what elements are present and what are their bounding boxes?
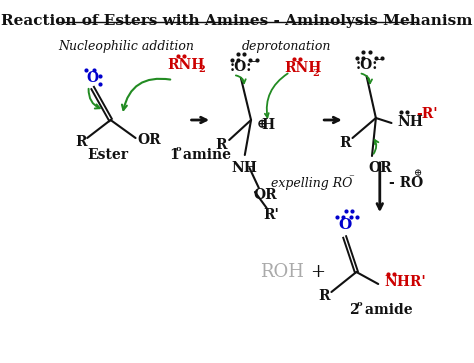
Text: o: o [356,300,362,308]
Text: deprotonation: deprotonation [241,40,331,53]
Text: RNH: RNH [167,58,205,72]
FancyArrowPatch shape [89,89,100,109]
Text: OR: OR [368,161,392,175]
FancyArrowPatch shape [324,117,339,123]
FancyArrowPatch shape [362,74,372,83]
Text: 2: 2 [312,69,319,78]
Text: o: o [175,145,181,153]
Text: O: O [338,218,351,232]
Text: R: R [75,135,87,149]
FancyArrowPatch shape [265,73,288,117]
Text: R: R [216,138,227,152]
Text: NH: NH [232,161,258,175]
Text: −: − [376,55,385,65]
FancyArrowPatch shape [122,79,170,110]
Text: R: R [318,289,329,303]
Text: - RO: - RO [389,176,423,190]
Text: ⊕: ⊕ [414,170,422,179]
Text: :O:: :O: [356,58,378,72]
Text: ROH: ROH [260,263,304,281]
Text: NHR': NHR' [384,275,426,289]
FancyArrowPatch shape [236,76,246,83]
Text: 2: 2 [198,65,205,74]
Text: ⊕: ⊕ [257,118,267,131]
Text: RNH: RNH [284,61,322,75]
Text: R': R' [264,208,279,222]
Text: OR: OR [138,133,162,147]
Text: amide: amide [359,303,412,317]
Text: 1: 1 [169,148,179,162]
Text: Reaction of Esters with Amines - Aminolysis Mehanism: Reaction of Esters with Amines - Aminoly… [1,14,473,28]
Text: NH: NH [398,115,424,129]
Text: 2: 2 [348,303,358,317]
Text: ⁻: ⁻ [348,173,355,183]
Text: H: H [262,118,275,132]
Text: expelling RO: expelling RO [271,176,352,189]
Text: −: − [250,57,260,67]
Text: -R': -R' [417,107,438,121]
Text: :O:: :O: [230,60,252,74]
Text: amine: amine [179,148,231,162]
Text: O: O [87,71,99,85]
Text: Nucleophilic addition: Nucleophilic addition [58,40,194,53]
Text: +: + [310,263,325,281]
Text: R: R [339,136,350,150]
FancyArrowPatch shape [191,117,206,123]
Text: OR: OR [253,188,277,202]
FancyArrowPatch shape [377,163,383,209]
FancyArrowPatch shape [374,140,378,154]
Text: Ester: Ester [88,148,129,162]
